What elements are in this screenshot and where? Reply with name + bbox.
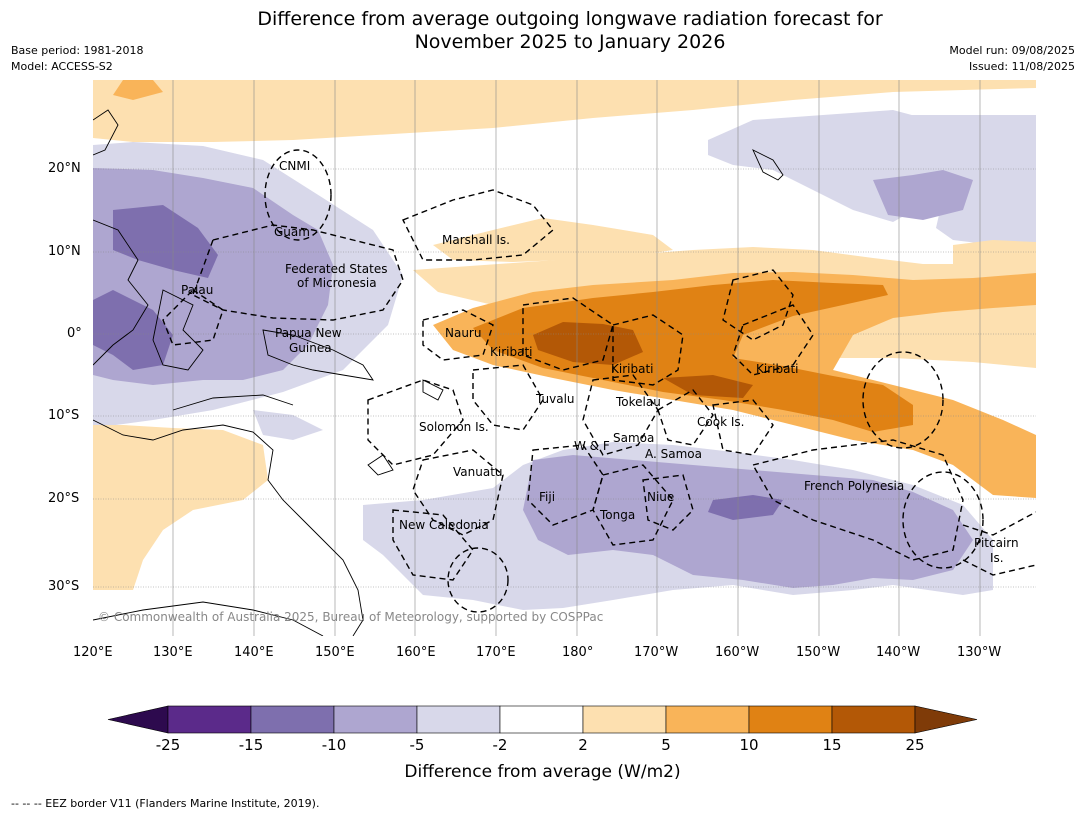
label-frenchpoly: French Polynesia: [804, 479, 904, 493]
lat-tick-10s: 10°S: [48, 408, 80, 423]
contour-fill-plus-10: [473, 280, 913, 432]
colorbar-label-minus10: -10: [321, 736, 347, 754]
label-palau: Palau: [181, 283, 213, 297]
colorbar-cell: [333, 705, 418, 734]
colorbar-label-plus15: 15: [822, 736, 842, 754]
colorbar: [107, 705, 978, 734]
label-solomon: Solomon Is.: [419, 420, 489, 434]
lon-tick-150e: 150°E: [315, 645, 355, 660]
colorbar-cell: [582, 705, 667, 734]
colorbar-cell: [748, 705, 833, 734]
lon-tick-170w: 170°W: [634, 645, 679, 660]
lon-tick-160e: 160°E: [396, 645, 436, 660]
label-kiribati-c: Kiribati: [611, 362, 653, 376]
colorbar-label-minus2: -2: [492, 736, 508, 754]
lon-tick-120e: 120°E: [73, 645, 113, 660]
label-png-2: Guinea: [289, 341, 332, 355]
lat-tick-0: 0°: [67, 326, 82, 341]
issued-text: Issued: 11/08/2025: [968, 60, 1075, 73]
eez-borders: [162, 149, 1036, 613]
label-pitcairn-2: Is.: [990, 551, 1004, 565]
copyright-text: © Commonwealth of Australia 2025, Bureau…: [98, 610, 603, 624]
colorbar-label-plus2: 2: [578, 736, 588, 754]
lat-tick-10n: 10°N: [48, 244, 81, 259]
label-kiribati-w: Kiribati: [490, 345, 532, 359]
colorbar-cell: [831, 705, 916, 734]
label-marshall: Marshall Is.: [442, 233, 510, 247]
olr-anomaly-map: CNMI Guam Federated States of Micronesia…: [93, 80, 1036, 636]
map-title-line2: November 2025 to January 2026: [414, 31, 726, 53]
label-niue: Niue: [647, 490, 674, 504]
lon-tick-130e: 130°E: [153, 645, 193, 660]
lon-tick-160w: 160°W: [715, 645, 760, 660]
colorbar-cell: [167, 705, 252, 734]
label-newcal: New Caledonia: [399, 518, 489, 532]
colorbar-cell: [250, 705, 335, 734]
label-cnmi: CNMI: [279, 159, 310, 173]
lat-tick-30s: 30°S: [48, 579, 80, 594]
label-nauru: Nauru: [445, 326, 481, 340]
colorbar-label-minus5: -5: [409, 736, 425, 754]
lon-tick-140e: 140°E: [234, 645, 274, 660]
colorbar-cell: [499, 705, 584, 734]
label-fiji: Fiji: [539, 490, 555, 504]
eez-legend-text: -- -- -- EEZ border V11 (Flanders Marine…: [11, 797, 320, 810]
coastlines: [93, 109, 784, 636]
label-vanuatu: Vanuatu: [453, 465, 503, 479]
contour-fill-plus-15: [533, 322, 753, 398]
label-fsm-2: of Micronesia: [297, 276, 377, 290]
contour-fill-plus-2: [93, 80, 1036, 590]
colorbar-cell: [416, 705, 501, 734]
label-tonga: Tonga: [599, 508, 635, 522]
lat-tick-20s: 20°S: [48, 491, 80, 506]
colorbar-label-minus15: -15: [238, 736, 264, 754]
label-cook: Cook Is.: [697, 415, 744, 429]
label-kiribati-e: Kiribati: [756, 362, 798, 376]
colorbar-title: Difference from average (W/m2): [404, 762, 681, 782]
label-samoa: Samoa: [613, 431, 654, 445]
label-png-1: Papua New: [275, 326, 342, 340]
colorbar-label-minus25: -25: [155, 736, 181, 754]
model-run-text: Model run: 09/08/2025: [949, 44, 1075, 57]
lon-tick-140w: 140°W: [876, 645, 921, 660]
label-asamoa: A. Samoa: [645, 447, 702, 461]
base-period-text: Base period: 1981-2018: [11, 44, 144, 57]
colorbar-label-plus25: 25: [905, 736, 925, 754]
label-guam: Guam: [274, 225, 310, 239]
label-fsm-1: Federated States: [285, 262, 387, 276]
lon-tick-130w: 130°W: [957, 645, 1002, 660]
colorbar-label-plus5: 5: [661, 736, 671, 754]
lon-tick-170e: 170°E: [476, 645, 516, 660]
label-wf: W & F: [574, 439, 610, 453]
colorbar-cell: [665, 705, 750, 734]
label-tuvalu: Tuvalu: [535, 392, 575, 406]
lat-tick-20n: 20°N: [48, 161, 81, 176]
lon-tick-180: 180°: [562, 645, 594, 660]
map-title-line1: Difference from average outgoing longwav…: [257, 8, 883, 30]
colorbar-over-arrow: [914, 705, 978, 734]
label-pitcairn-1: Pitcairn: [974, 536, 1019, 550]
lon-tick-150w: 150°W: [796, 645, 841, 660]
label-tokelau: Tokelau: [615, 395, 661, 409]
colorbar-label-plus10: 10: [739, 736, 759, 754]
map-grid: [172, 80, 981, 636]
colorbar-under-arrow: [107, 705, 169, 734]
model-text: Model: ACCESS-S2: [11, 60, 113, 73]
